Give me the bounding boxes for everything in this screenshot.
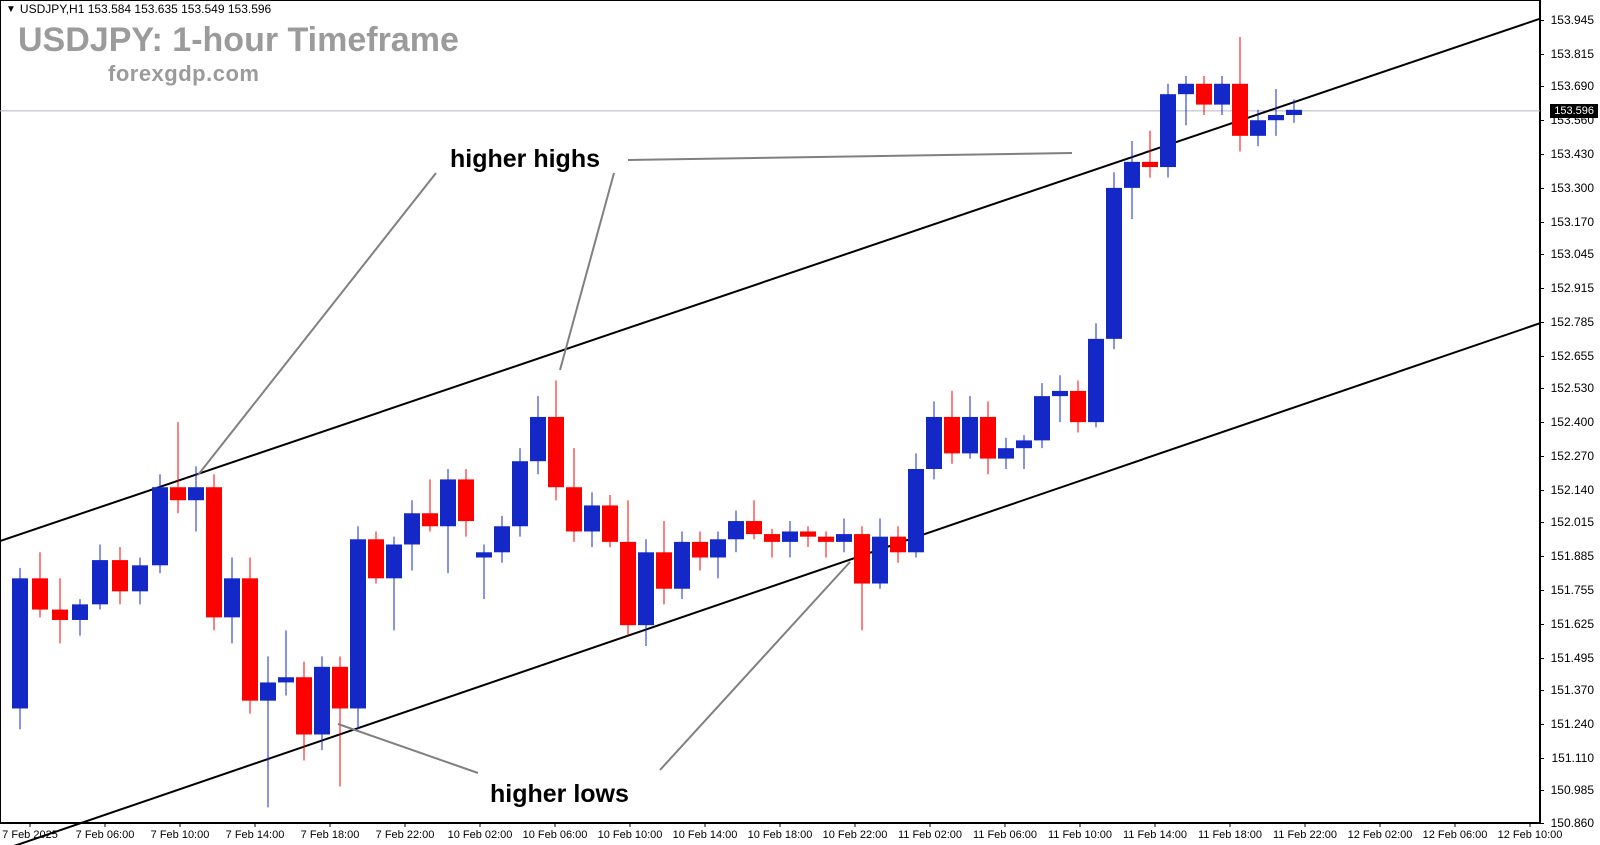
candlestick-chart[interactable] <box>0 0 1600 845</box>
x-tick-label: 10 Feb 14:00 <box>673 829 738 841</box>
y-tick-label: 153.815 <box>1551 47 1594 61</box>
x-tick-label: 10 Feb 18:00 <box>748 829 813 841</box>
x-tick-label: 7 Feb 14:00 <box>226 829 285 841</box>
x-tick-label: 11 Feb 22:00 <box>1273 829 1337 841</box>
current-price-badge: 153.596 <box>1550 104 1598 118</box>
y-tick-label: 153.690 <box>1551 79 1594 93</box>
x-tick-label: 7 Feb 2025 <box>2 829 58 841</box>
chart-root: ▼ USDJPY,H1 153.584 153.635 153.549 153.… <box>0 0 1600 845</box>
x-axis: 7 Feb 2025 7 Feb 06:00 7 Feb 10:00 7 Feb 14… <box>0 823 1540 845</box>
y-tick-label: 151.110 <box>1552 751 1595 765</box>
y-tick-label: 150.985 <box>1551 783 1594 797</box>
x-tick-label: 7 Feb 18:00 <box>301 829 360 841</box>
y-tick-label: 151.240 <box>1551 717 1594 731</box>
y-tick-label: 153.045 <box>1551 247 1594 261</box>
x-tick-label: 7 Feb 06:00 <box>76 829 135 841</box>
y-tick-label: 151.885 <box>1551 549 1594 563</box>
x-tick-label: 10 Feb 02:00 <box>448 829 513 841</box>
y-tick-label: 152.785 <box>1551 315 1594 329</box>
y-tick-label: 151.625 <box>1551 617 1594 631</box>
annotation-higher-lows: higher lows <box>490 780 629 809</box>
y-axis: 153.945153.815153.690153.560153.430153.3… <box>1540 0 1600 845</box>
annotation-higher-highs: higher highs <box>450 145 600 174</box>
x-tick-label: 11 Feb 06:00 <box>973 829 1037 841</box>
x-tick-label: 11 Feb 18:00 <box>1198 829 1262 841</box>
x-tick-label: 7 Feb 22:00 <box>376 829 435 841</box>
y-tick-label: 153.430 <box>1551 147 1594 161</box>
x-tick-label: 12 Feb 02:00 <box>1348 829 1413 841</box>
y-tick-label: 151.495 <box>1551 651 1594 665</box>
y-tick-label: 153.300 <box>1551 181 1594 195</box>
y-tick-label: 152.270 <box>1551 449 1594 463</box>
y-tick-label: 151.755 <box>1551 583 1594 597</box>
y-tick-label: 151.370 <box>1551 683 1594 697</box>
y-tick-label: 152.655 <box>1551 349 1594 363</box>
x-tick-label: 10 Feb 10:00 <box>598 829 663 841</box>
x-tick-label: 10 Feb 06:00 <box>523 829 588 841</box>
x-tick-label: 7 Feb 10:00 <box>151 829 210 841</box>
y-tick-label: 150.860 <box>1551 816 1594 830</box>
x-tick-label: 12 Feb 06:00 <box>1423 829 1488 841</box>
x-tick-label: 12 Feb 10:00 <box>1498 829 1563 841</box>
y-tick-label: 152.015 <box>1551 515 1594 529</box>
x-tick-label: 11 Feb 02:00 <box>898 829 962 841</box>
x-tick-label: 11 Feb 14:00 <box>1123 829 1187 841</box>
y-tick-label: 153.945 <box>1551 13 1594 27</box>
y-tick-label: 152.530 <box>1551 381 1594 395</box>
y-tick-label: 152.400 <box>1551 415 1594 429</box>
y-tick-label: 152.140 <box>1551 483 1594 497</box>
y-tick-label: 152.915 <box>1551 281 1594 295</box>
x-tick-label: 10 Feb 22:00 <box>823 829 888 841</box>
x-tick-label: 11 Feb 10:00 <box>1048 829 1112 841</box>
y-tick-label: 153.170 <box>1551 215 1594 229</box>
